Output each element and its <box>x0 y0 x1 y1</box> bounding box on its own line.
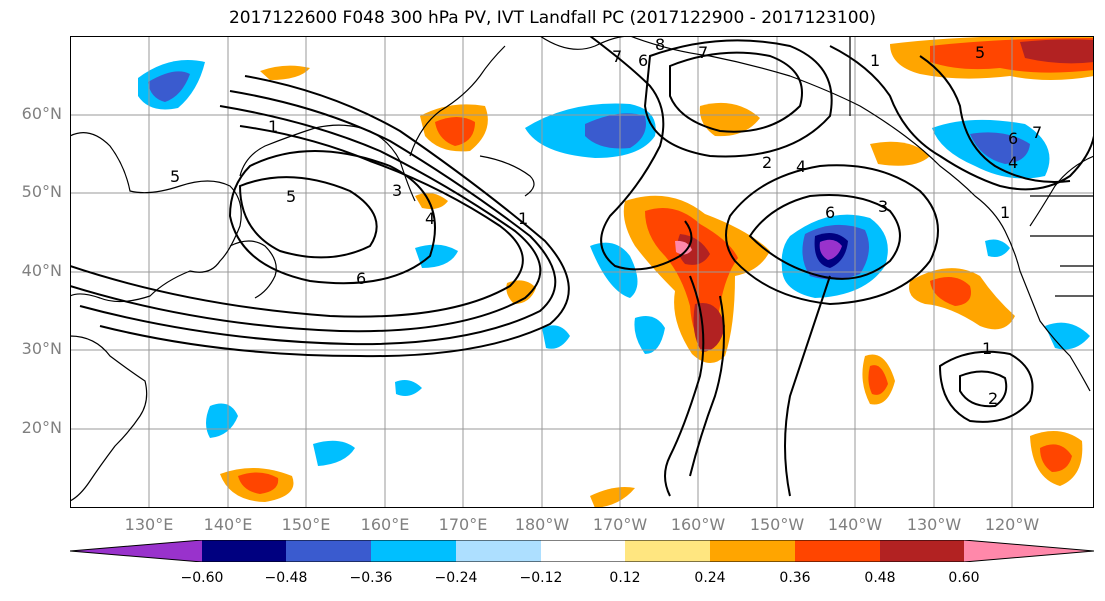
shade-positive-small-4 <box>590 487 635 508</box>
contour-label: 4 <box>796 157 806 176</box>
shade-negative-small-7 <box>395 380 422 396</box>
shade-positive-central-peak <box>677 234 710 265</box>
contour-label: 2 <box>988 389 998 408</box>
shade-positive-kamchatka-core <box>435 117 475 146</box>
contour-label: 1 <box>518 209 528 228</box>
contour-label: 4 <box>1008 153 1018 172</box>
colorbar-tick: 0.60 <box>948 570 980 586</box>
contour-labels: 1 5 5 3 4 6 7 6 8 7 2 4 6 3 1 5 6 7 4 1 … <box>170 36 1042 408</box>
colorbar-cell <box>880 540 964 562</box>
contour-label: 3 <box>392 181 402 200</box>
shade-negative-small-2 <box>415 244 458 268</box>
colorbar-cell <box>964 540 1094 562</box>
colorbar-tick: −0.60 <box>180 570 224 586</box>
contour-label: 7 <box>612 47 622 66</box>
colorbar-cell <box>541 540 625 562</box>
lat-label-30n: 30°N <box>21 339 62 358</box>
lon-label-180w: 180°W <box>514 515 570 534</box>
lon-label-160e: 160°E <box>360 515 410 534</box>
contour-label: 1 <box>982 339 992 358</box>
shade-negative-small-8 <box>985 239 1010 257</box>
shade-negative-nw-core <box>148 71 190 102</box>
contour-label: 6 <box>356 269 366 288</box>
coastlines <box>70 36 1094 502</box>
shade-positive-se-core <box>1040 444 1072 472</box>
contour-label: 6 <box>825 203 835 222</box>
contour-label: 2 <box>762 153 772 172</box>
shade-positive-small-2 <box>506 280 536 304</box>
contour-label: 5 <box>975 43 985 62</box>
lon-label-170w: 170°W <box>592 515 648 534</box>
contour-label: 6 <box>1008 129 1018 148</box>
lon-label-160w: 160°W <box>670 515 726 534</box>
figure-title: 2017122600 F048 300 hPa PV, IVT Landfall… <box>228 8 876 28</box>
map-canvas: 1 5 5 3 4 6 7 6 8 7 2 4 6 3 1 5 6 7 4 1 … <box>70 36 1094 508</box>
shade-negative-small-6 <box>542 325 570 349</box>
lon-label-140w: 140°W <box>827 515 883 534</box>
shade-negative-gulf-core <box>970 132 1030 164</box>
colorbar-tick: −0.36 <box>349 570 393 586</box>
shade-negative-small-1 <box>590 242 638 298</box>
colorbar-cell <box>286 540 371 562</box>
colorbar-cell <box>371 540 456 562</box>
contour-label: 4 <box>425 209 435 228</box>
contour-label: 5 <box>170 167 180 186</box>
shade-negative-central-min <box>819 239 842 260</box>
lon-label-140e: 140°E <box>203 515 253 534</box>
colorbar <box>70 540 1094 562</box>
shade-positive-sw-core <box>238 472 279 494</box>
colorbar-tick: 0.36 <box>779 570 811 586</box>
shade-positive-west-coast-core <box>930 277 971 306</box>
lon-label-150e: 150°E <box>281 515 331 534</box>
colorbar-tick: −0.12 <box>519 570 563 586</box>
shade-negative-small-5 <box>313 440 355 466</box>
shade-positive-sub-core <box>868 365 888 395</box>
contour-label: 7 <box>698 43 708 62</box>
contour-label: 1 <box>268 117 278 136</box>
colorbar-tick: −0.24 <box>434 570 478 586</box>
contour-label: 6 <box>638 51 648 70</box>
contour-label: 8 <box>655 36 665 54</box>
lon-label-170e: 170°E <box>438 515 488 534</box>
contour-label: 7 <box>1032 123 1042 142</box>
shade-negative-small-9 <box>1045 322 1090 350</box>
shade-positive-ak <box>870 141 930 166</box>
shade-negative-npac-core <box>585 113 646 149</box>
colorbar-cell <box>710 540 795 562</box>
contour-label: 1 <box>1000 203 1010 222</box>
shade-positive-gulf-w <box>699 102 760 137</box>
contour-label: 5 <box>286 187 296 206</box>
contour-label: 1 <box>870 51 880 70</box>
map-frame <box>70 36 1094 508</box>
lon-label-130e: 130°E <box>124 515 174 534</box>
colorbar-tick: −0.48 <box>264 570 308 586</box>
lat-label-20n: 20°N <box>21 418 62 437</box>
colorbar-tick: 0.48 <box>864 570 896 586</box>
colorbar-cell <box>70 540 202 562</box>
colorbar-tick: 0.24 <box>694 570 726 586</box>
lon-label-130w: 130°W <box>906 515 962 534</box>
shade-positive-small-3 <box>415 192 448 210</box>
lon-label-150w: 150°W <box>749 515 805 534</box>
lat-label-60n: 60°N <box>21 104 62 123</box>
shade-positive-central-max <box>675 240 692 255</box>
pv-contours <box>70 36 1094 497</box>
colorbar-cell <box>625 540 710 562</box>
lat-label-50n: 50°N <box>21 182 62 201</box>
colorbar-cell <box>456 540 541 562</box>
map-panel: 1 5 5 3 4 6 7 6 8 7 2 4 6 3 1 5 6 7 4 1 … <box>70 36 1094 508</box>
lat-label-40n: 40°N <box>21 261 62 280</box>
contour-label: 3 <box>878 197 888 216</box>
shade-positive-small-1 <box>260 65 310 80</box>
colorbar-tick: 0.12 <box>609 570 641 586</box>
colorbar-cell <box>795 540 880 562</box>
colorbar-cell <box>202 540 286 562</box>
shade-positive-ne-peak <box>1020 39 1094 64</box>
shade-negative-small-3 <box>634 315 665 354</box>
lon-label-120w: 120°W <box>984 515 1040 534</box>
